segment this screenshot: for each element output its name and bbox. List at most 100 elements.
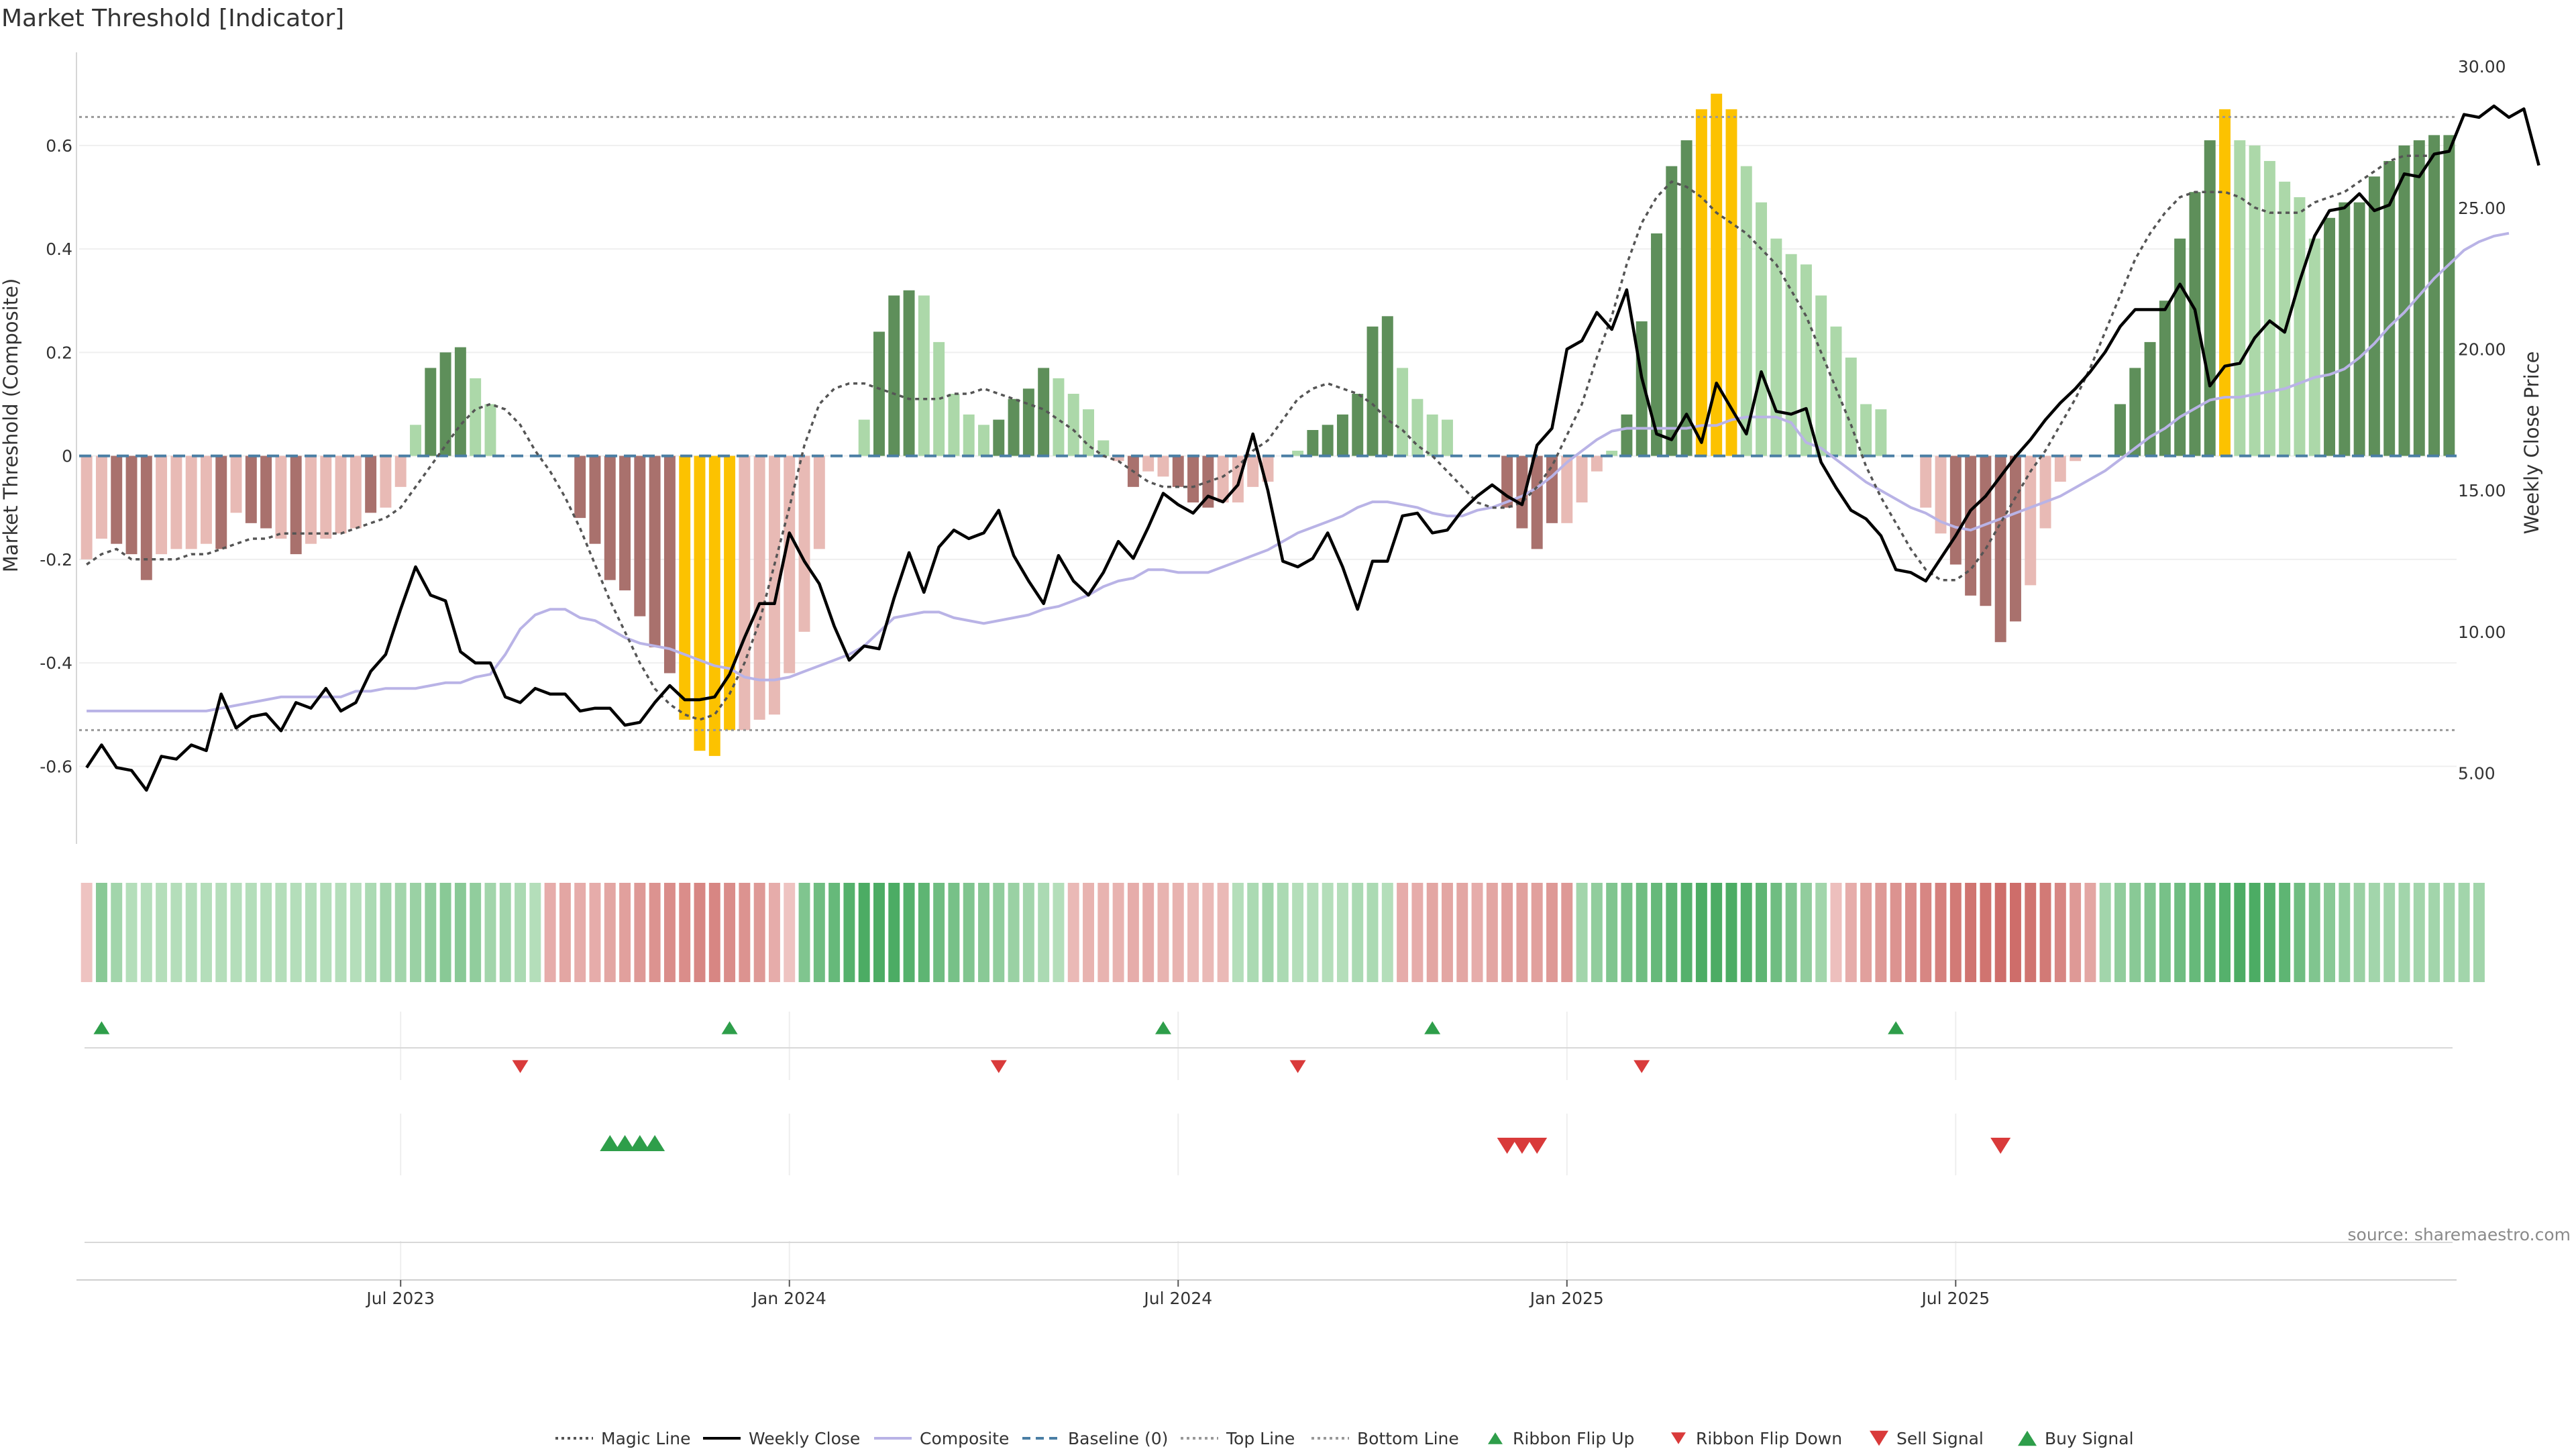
x-axis: Jul 2023 Jan 2024 Jul 2024 Jan 2025 Jul 2025: [76, 1279, 2457, 1308]
ribbon-cell: [439, 883, 451, 982]
ribbon-cell: [320, 883, 332, 982]
ribbon-cell: [529, 883, 541, 982]
composite-bar: [1994, 455, 2006, 643]
ribbon-panel: [80, 883, 2485, 982]
ribbon-cell: [335, 883, 347, 982]
composite-bar: [2234, 140, 2246, 456]
legend-item: Sell Signal: [1870, 1429, 1984, 1448]
ribbon-cell: [2324, 883, 2336, 982]
composite-bar: [798, 455, 810, 632]
ribbon-cell: [813, 883, 825, 982]
left-tick-label: -0.2: [40, 550, 72, 570]
right-tick-label: 25.00: [2458, 199, 2506, 218]
right-tick-label: 10.00: [2458, 623, 2506, 642]
buy-signal-marker: [614, 1135, 635, 1151]
composite-bar: [350, 455, 362, 529]
left-tick-label: 0.4: [46, 239, 72, 259]
composite-bar: [1980, 455, 1992, 606]
composite-bar: [1860, 404, 1872, 456]
composite-bar: [80, 455, 93, 559]
x-tick-label: Jul 2024: [1142, 1289, 1212, 1308]
left-tick-label: -0.6: [40, 757, 72, 776]
right-tick-label: 30.00: [2458, 57, 2506, 76]
sell-signal-marker: [1527, 1138, 1548, 1154]
composite-bars: [80, 93, 2455, 756]
ribbon-cell: [1680, 883, 1693, 982]
ribbon-cell: [1127, 883, 1139, 982]
composite-bar: [2025, 455, 2037, 586]
ribbon-cell: [619, 883, 631, 982]
ribbon-cell: [454, 883, 466, 982]
composite-bar: [1292, 450, 1304, 456]
ribbon-cell: [1606, 883, 1618, 982]
composite-bar: [335, 455, 347, 534]
composite-bar: [784, 455, 796, 674]
composite-line: [87, 231, 2510, 712]
composite-bar: [470, 378, 482, 456]
ribbon-flip-up-marker: [93, 1021, 110, 1034]
ribbon-cell: [1920, 883, 1932, 982]
composite-bar: [724, 455, 736, 731]
composite-bar: [873, 331, 885, 456]
ribbon-cell: [1022, 883, 1034, 982]
composite-bar: [1366, 326, 1379, 456]
ribbon-cell: [1397, 883, 1409, 982]
composite-bar: [185, 455, 197, 549]
ribbon-cell: [470, 883, 482, 982]
composite-bar: [1561, 455, 1573, 523]
composite-bar: [380, 455, 392, 508]
ribbon-cell: [2443, 883, 2455, 982]
composite-bar: [1711, 93, 1723, 456]
ribbon-cell: [380, 883, 392, 982]
ribbon-cell: [1949, 883, 1962, 982]
ribbon-cell: [649, 883, 661, 982]
ribbon-cell: [1651, 883, 1662, 982]
ribbon-cell: [2114, 883, 2126, 982]
ribbon-cell: [2189, 883, 2201, 982]
composite-bar: [679, 455, 691, 720]
ribbon-cell: [739, 883, 751, 982]
ribbon-cell: [2263, 883, 2275, 982]
composite-bar: [1352, 394, 1364, 456]
signals-panel: [85, 1012, 2453, 1280]
ribbon-cell: [1740, 883, 1752, 982]
ribbon-cell: [260, 883, 272, 982]
ribbon-cell: [2099, 883, 2111, 982]
ribbon-cell: [425, 883, 437, 982]
ribbon-cell: [1322, 883, 1334, 982]
ribbon-cell: [1875, 883, 1887, 982]
composite-bar: [2054, 455, 2066, 482]
composite-bar: [2308, 238, 2320, 456]
composite-bar: [1217, 455, 1229, 502]
composite-bar: [1336, 414, 1348, 456]
composite-bar: [1546, 455, 1558, 523]
ribbon-cell: [2070, 883, 2082, 982]
ribbon-cell: [1247, 883, 1259, 982]
ribbon-cell: [2473, 883, 2485, 982]
ribbon-cell: [350, 883, 362, 982]
composite-bar: [2129, 368, 2141, 456]
composite-bar: [933, 341, 945, 456]
composite-bar: [1740, 166, 1752, 456]
composite-bar: [1426, 414, 1438, 456]
composite-bar: [978, 425, 989, 456]
ribbon-cell: [1756, 883, 1768, 982]
legend-label: Baseline (0): [1068, 1429, 1168, 1448]
ribbon-cell: [2383, 883, 2396, 982]
legend-swatch: [1870, 1430, 1888, 1446]
composite-bar: [1097, 440, 1110, 456]
ribbon-cell: [634, 883, 646, 982]
composite-bar: [1695, 109, 1707, 456]
ribbon-cell: [2294, 883, 2306, 982]
ribbon-cell: [1621, 883, 1633, 982]
ribbon-cell: [140, 883, 152, 982]
composite-bar: [260, 455, 272, 529]
composite-bar: [948, 394, 960, 456]
composite-bar: [1591, 455, 1603, 472]
composite-bar: [753, 455, 765, 720]
composite-bar: [1965, 455, 1977, 596]
ribbon-cell: [1157, 883, 1169, 982]
legend-label: Ribbon Flip Up: [1513, 1429, 1634, 1448]
composite-bar: [918, 295, 930, 456]
